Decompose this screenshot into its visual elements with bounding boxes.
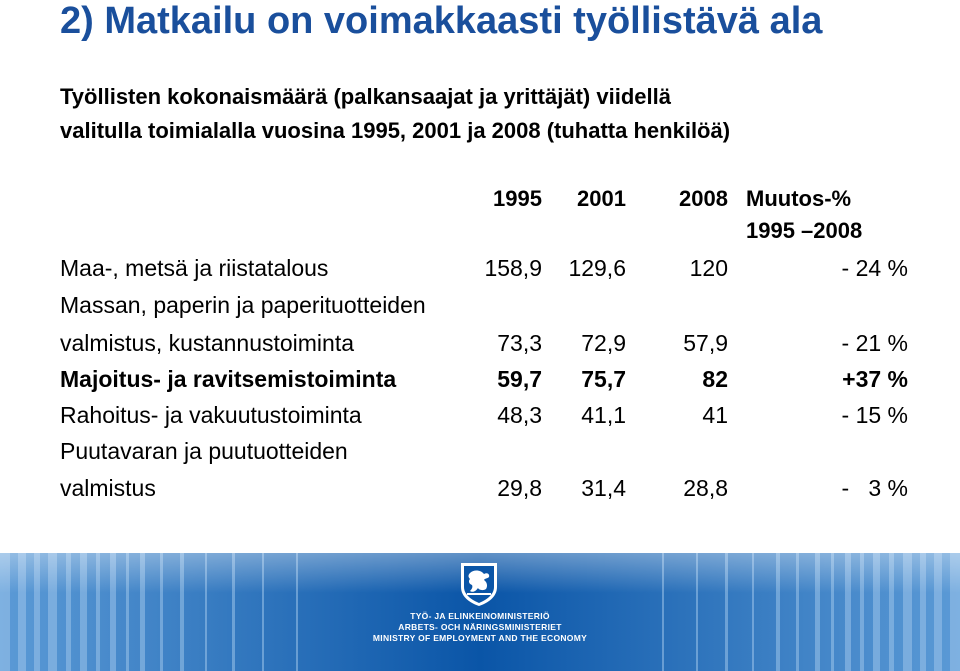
row-label-continued: valmistus (60, 475, 156, 501)
subtitle-line-2: valitulla toimialalla vuosina 1995, 2001… (60, 118, 731, 143)
page-title: 2) Matkailu on voimakkaasti työllistävä … (60, 0, 823, 42)
cell-2008: 82 (702, 366, 728, 392)
header-2001: 2001 (577, 186, 626, 211)
cell-2008: 41 (702, 402, 728, 428)
header-change: Muutos-% (746, 186, 852, 211)
cell-2001: 75,7 (581, 366, 626, 392)
cell-2001: 41,1 (581, 402, 626, 428)
row-label-continued: valmistus, kustannustoiminta (60, 330, 355, 356)
cell-change: - 24 % (841, 255, 908, 281)
row-label: Majoitus- ja ravitsemistoiminta (60, 366, 397, 392)
cell-change: +37 % (842, 366, 908, 392)
header-1995: 1995 (493, 186, 542, 211)
row-label: Puutavaran ja puutuotteiden (60, 438, 348, 464)
cell-2008: 28,8 (683, 475, 728, 501)
subtitle-line-1: Työllisten kokonaismäärä (palkansaajat j… (60, 84, 671, 109)
cell-2001: 129,6 (568, 255, 626, 281)
cell-2008: 57,9 (683, 330, 728, 356)
cell-2001: 72,9 (581, 330, 626, 356)
header-change-period: 1995 –2008 (746, 218, 863, 243)
cell-2001: 31,4 (581, 475, 626, 501)
cell-1995: 29,8 (497, 475, 542, 501)
cell-1995: 48,3 (497, 402, 542, 428)
ministry-logo-text: TYÖ- JA ELINKEINOMINISTERIÖ ARBETS- OCH … (345, 611, 615, 644)
row-label: Maa-, metsä ja riistatalous (60, 255, 329, 281)
ministry-name-en: MINISTRY OF EMPLOYMENT AND THE ECONOMY (372, 633, 588, 643)
ministry-name-fi: TYÖ- JA ELINKEINOMINISTERIÖ (410, 611, 550, 621)
cell-change: - 21 % (841, 330, 908, 356)
cell-1995: 158,9 (484, 255, 542, 281)
row-label: Rahoitus- ja vakuutustoiminta (60, 402, 362, 428)
ministry-name-sv: ARBETS- OCH NÄRINGSMINISTERIET (398, 622, 562, 632)
cell-1995: 73,3 (497, 330, 542, 356)
cell-1995: 59,7 (497, 366, 542, 392)
row-label: Massan, paperin ja paperituotteiden (60, 292, 426, 318)
cell-change: - 15 % (841, 402, 908, 428)
finnish-lion-crest-icon (461, 563, 497, 606)
header-2008: 2008 (679, 186, 728, 211)
cell-change: - 3 % (841, 475, 908, 501)
cell-2008: 120 (689, 255, 728, 281)
